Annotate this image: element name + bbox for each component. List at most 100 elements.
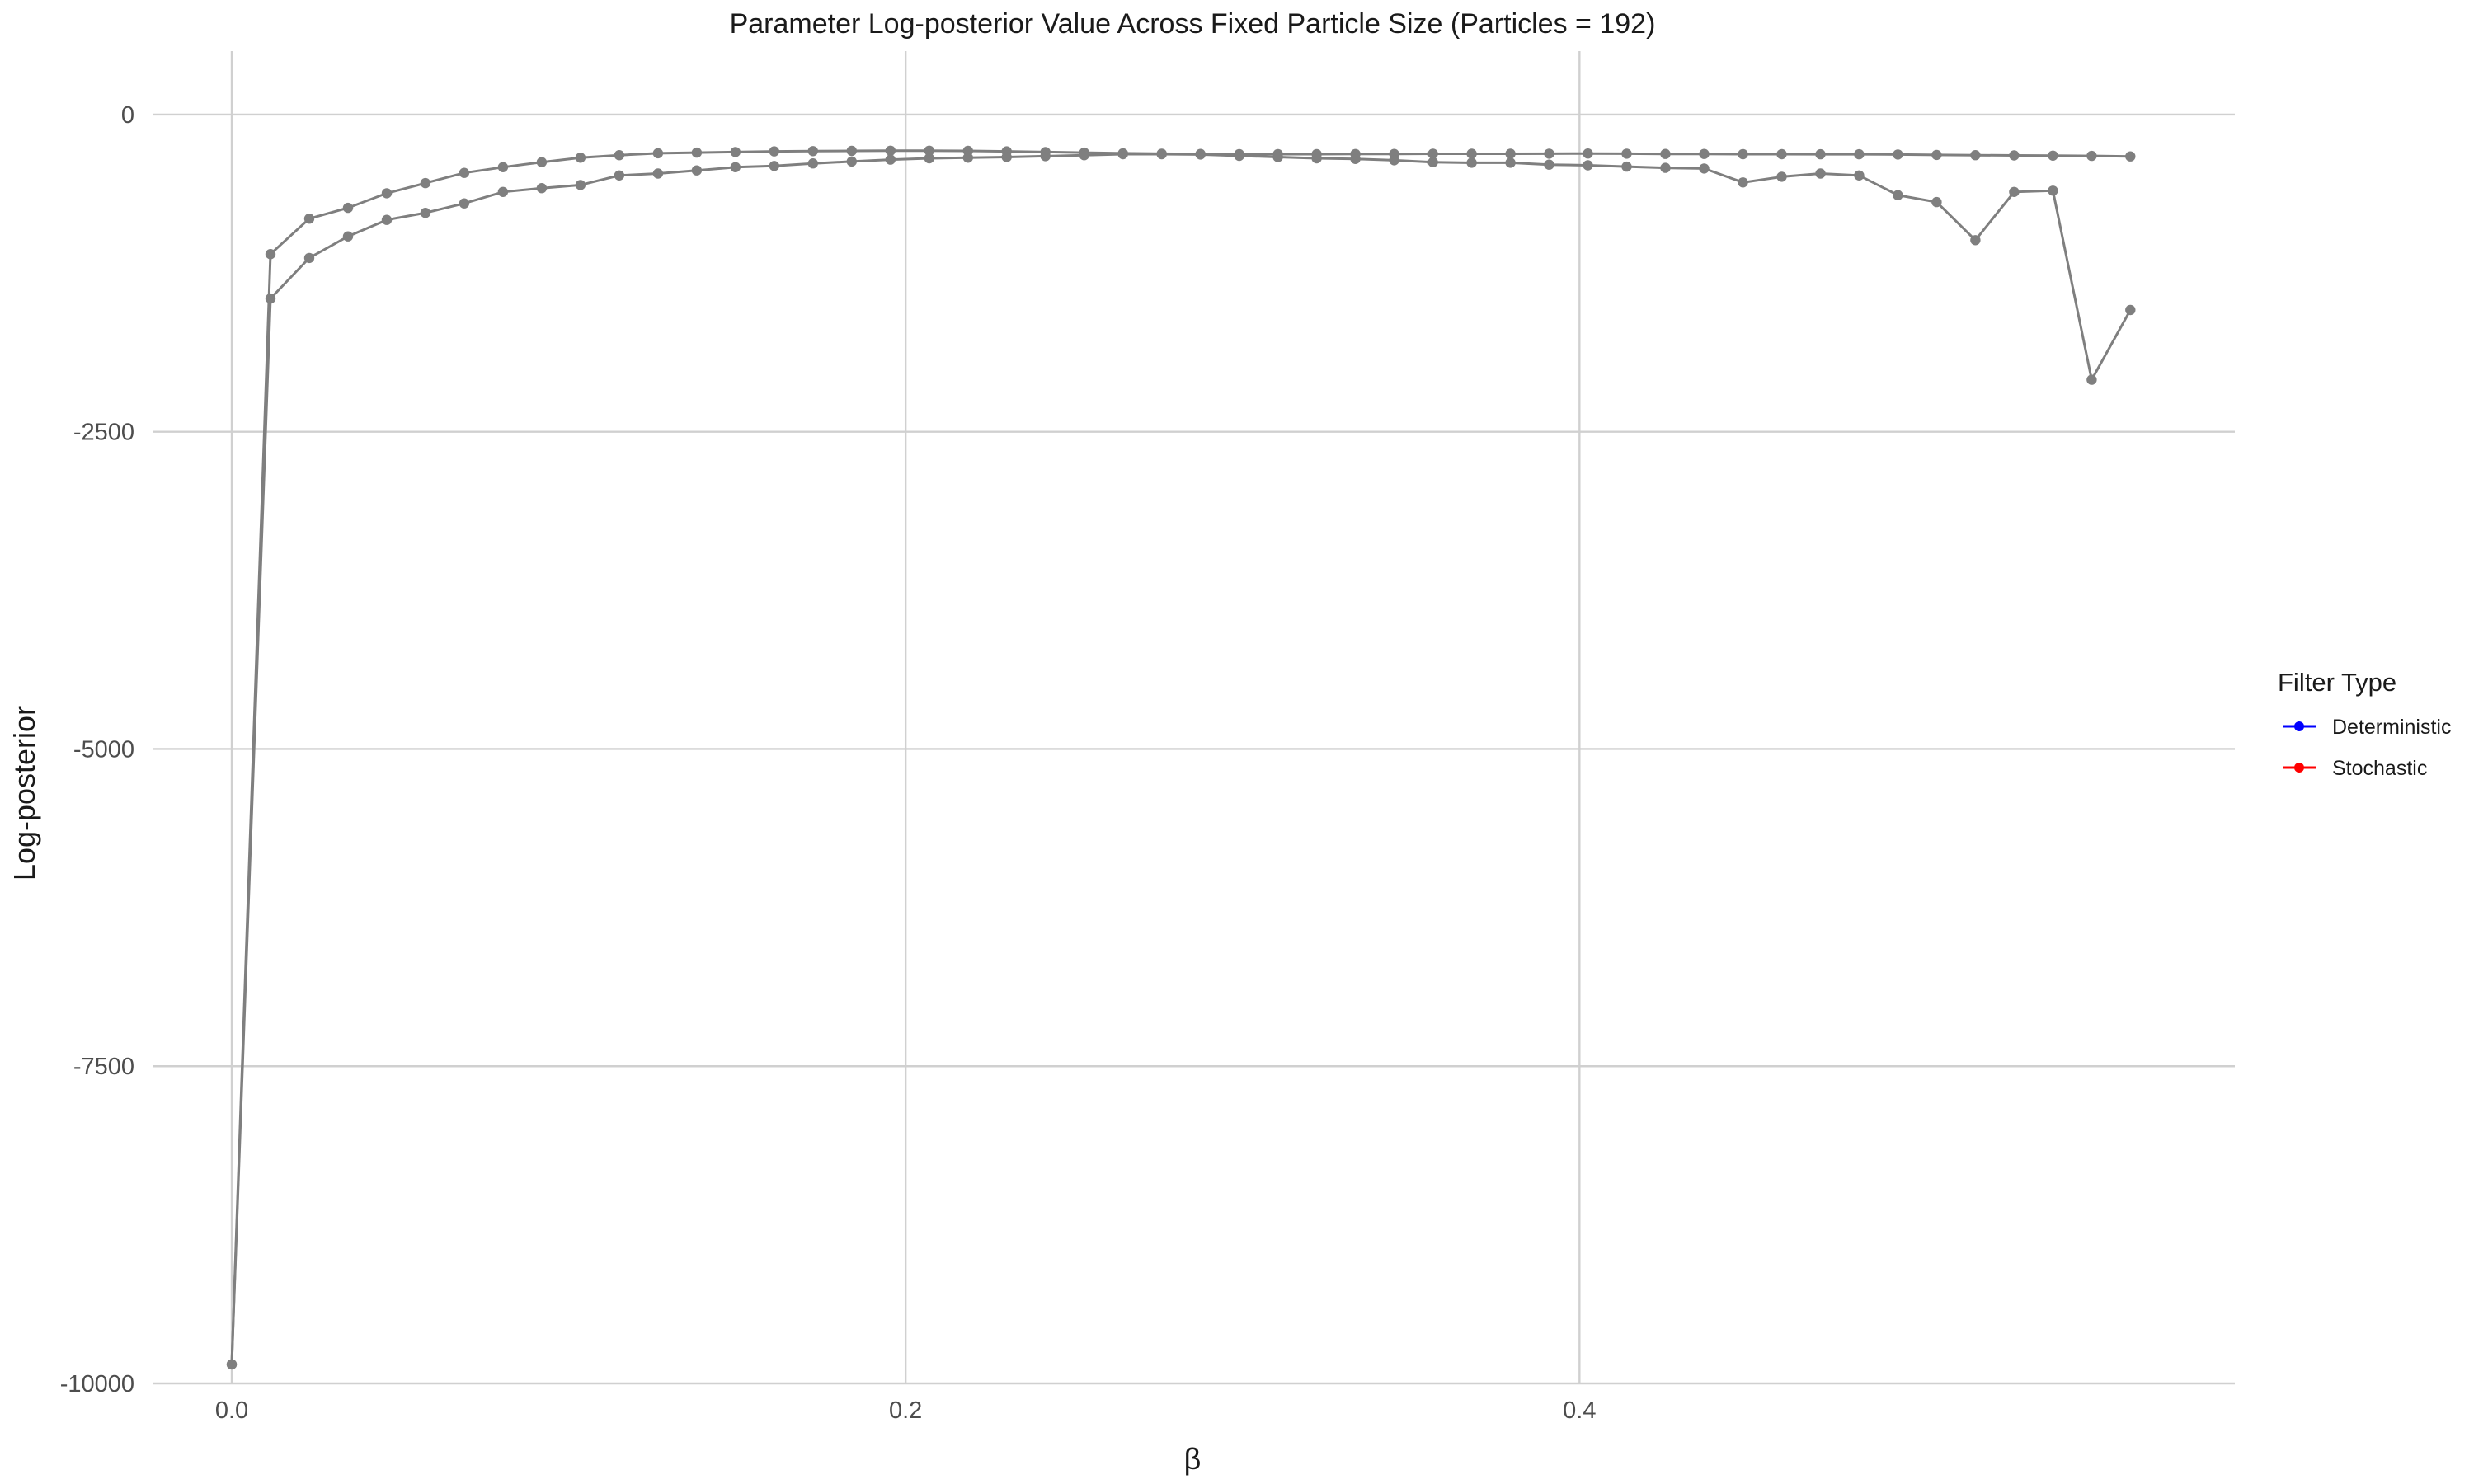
data-point xyxy=(575,180,586,190)
data-point xyxy=(1660,162,1671,173)
series-layer xyxy=(226,145,2136,1370)
data-point xyxy=(1738,177,1748,188)
legend-key-point-deterministic xyxy=(2294,721,2304,731)
chart-title: Parameter Log-posterior Value Across Fix… xyxy=(730,8,1656,40)
data-point xyxy=(2086,150,2097,162)
data-point xyxy=(1466,148,1477,159)
data-point xyxy=(846,145,858,157)
data-point xyxy=(1389,155,1399,166)
data-point xyxy=(1505,157,1516,168)
data-point xyxy=(1854,170,1865,181)
y-tick-label: -7500 xyxy=(73,1054,134,1080)
data-point xyxy=(1699,163,1710,174)
data-point xyxy=(1040,151,1051,162)
data-point xyxy=(342,202,354,214)
data-point xyxy=(1738,148,1748,160)
data-point xyxy=(1311,153,1322,164)
data-point xyxy=(1854,148,1865,160)
data-point xyxy=(1427,148,1438,159)
data-point xyxy=(1931,149,1942,161)
data-point xyxy=(2125,304,2136,316)
series-1 xyxy=(226,145,2136,1370)
data-point xyxy=(2086,374,2097,385)
data-point xyxy=(807,146,818,157)
x-axis-title: β xyxy=(1184,1442,1202,1476)
data-point xyxy=(1195,149,1206,160)
data-point xyxy=(614,150,625,161)
data-point xyxy=(1583,148,1593,159)
data-point xyxy=(769,161,779,171)
data-point xyxy=(924,145,935,156)
data-point xyxy=(652,168,664,179)
data-point xyxy=(1893,149,1903,160)
gridlines xyxy=(153,51,2235,1385)
y-axis-title: Log-posterior xyxy=(7,706,41,881)
data-point xyxy=(2048,186,2058,196)
data-point xyxy=(226,1359,238,1370)
data-point xyxy=(769,146,779,157)
data-point xyxy=(1621,148,1632,159)
data-point xyxy=(1544,159,1554,170)
data-point xyxy=(1815,148,1826,160)
legend: Filter Type Deterministic Stochastic xyxy=(2278,668,2451,780)
data-point xyxy=(885,145,896,156)
series-line xyxy=(230,149,2131,1364)
y-tick-label: -10000 xyxy=(60,1371,134,1397)
data-point xyxy=(1272,152,1283,162)
data-point xyxy=(1466,157,1477,168)
data-point xyxy=(1660,148,1671,159)
data-point xyxy=(885,154,896,165)
data-point xyxy=(652,148,664,159)
data-point xyxy=(265,293,276,304)
data-point xyxy=(1234,150,1244,162)
legend-entry-stochastic: Stochastic xyxy=(2283,757,2427,780)
data-point xyxy=(459,198,470,209)
data-point xyxy=(381,214,393,225)
data-point xyxy=(1970,150,1981,161)
data-point xyxy=(1350,153,1361,164)
data-point xyxy=(1156,148,1167,160)
legend-entry-deterministic: Deterministic xyxy=(2283,716,2451,739)
data-point xyxy=(614,170,625,181)
data-point xyxy=(1776,148,1787,160)
data-point xyxy=(2009,150,2020,161)
data-point xyxy=(1583,160,1593,171)
data-point xyxy=(459,167,470,178)
data-point xyxy=(1776,171,1787,182)
data-point xyxy=(1001,152,1012,162)
data-point xyxy=(497,186,509,197)
data-point xyxy=(924,153,935,164)
legend-key-point-stochastic xyxy=(2294,763,2304,773)
data-point xyxy=(691,165,703,176)
data-point xyxy=(303,252,315,264)
y-tick-label: -2500 xyxy=(73,420,134,446)
data-point xyxy=(2048,150,2058,161)
x-tick-label: 0.2 xyxy=(889,1397,922,1424)
data-point xyxy=(962,153,974,163)
series-2 xyxy=(226,148,2136,1370)
data-point xyxy=(1699,148,1710,159)
data-point xyxy=(497,162,509,172)
x-tick-label: 0.4 xyxy=(1563,1397,1596,1424)
data-point xyxy=(1893,190,1903,200)
data-point xyxy=(1621,161,1632,172)
data-point xyxy=(1970,235,1981,246)
data-point xyxy=(575,153,586,163)
data-point xyxy=(1931,196,1942,208)
y-tick-label: 0 xyxy=(121,102,134,129)
data-point xyxy=(730,147,741,157)
x-tick-label: 0.0 xyxy=(215,1397,248,1424)
legend-label-deterministic: Deterministic xyxy=(2332,716,2451,739)
x-axis-tick-labels: 0.0 0.2 0.4 xyxy=(215,1397,1597,1424)
data-point xyxy=(1079,150,1089,161)
data-point xyxy=(420,177,431,189)
series-line xyxy=(230,153,2132,1364)
data-point xyxy=(730,162,741,172)
data-point xyxy=(1117,148,1128,160)
y-tick-label: -5000 xyxy=(73,736,134,763)
data-point xyxy=(303,214,315,224)
legend-label-stochastic: Stochastic xyxy=(2332,757,2427,780)
data-point xyxy=(420,208,431,218)
data-point xyxy=(342,231,354,242)
